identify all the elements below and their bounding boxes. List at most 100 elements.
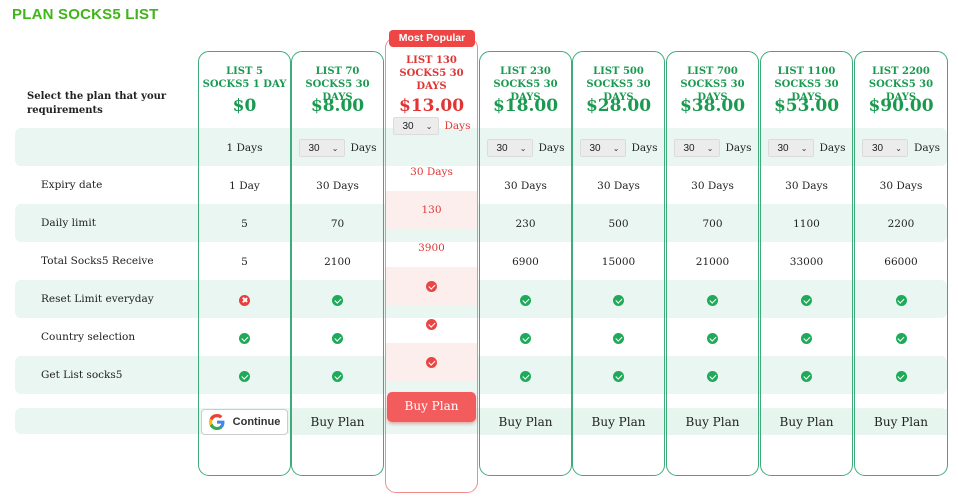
buy-plan-button[interactable]: Buy Plan xyxy=(387,392,476,422)
total-receive-value: 66000 xyxy=(884,256,918,268)
feature-cell xyxy=(761,281,852,319)
feature-cell xyxy=(480,319,571,357)
days-select[interactable]: 30 ⌄ xyxy=(673,139,720,157)
popular-row-bg xyxy=(386,191,477,229)
plan-title: LIST 230 SOCKS5 30 DAYS xyxy=(493,66,558,103)
chevron-down-icon: ⌄ xyxy=(706,143,714,153)
feature-cell xyxy=(855,281,947,319)
days-select-suffix: Days xyxy=(914,142,940,154)
plan-card-5: LIST 500 SOCKS5 30 DAYS $28.00 30 ⌄ Days 30 D… xyxy=(572,51,665,476)
days-selector-row: 30 ⌄ Days xyxy=(292,129,383,167)
feature-cell xyxy=(480,357,571,395)
total-receive-value: 6900 xyxy=(512,256,539,268)
days-select[interactable]: 30 ⌄ xyxy=(392,117,439,135)
feature-cell xyxy=(667,319,758,357)
buy-plan-button[interactable]: Buy Plan xyxy=(667,409,758,435)
row-label-total-receive: Total Socks5 Receive xyxy=(41,255,154,267)
plan-card-2: LIST 70 SOCKS5 30 DAYS $8.00 30 ⌄ Days 30 Day… xyxy=(291,51,384,476)
check-circle-icon xyxy=(332,370,343,382)
days-selector-row: 30 ⌄ Days xyxy=(573,129,664,167)
page-title: PLAN SOCKS5 LIST xyxy=(12,6,159,23)
buy-plan-button[interactable]: Buy Plan xyxy=(761,409,852,435)
plan-card-8: LIST 2200 SOCKS5 30 DAYS $90.00 30 ⌄ Days 30 … xyxy=(854,51,948,476)
google-icon xyxy=(208,414,225,430)
daily-limit-value: 70 xyxy=(330,218,345,230)
days-select-suffix: Days xyxy=(819,142,846,154)
feature-cell xyxy=(667,281,758,319)
days-select-suffix: Days xyxy=(538,142,565,154)
plan-title: LIST 70 SOCKS5 30 DAYS xyxy=(305,66,370,103)
plan-price: $28.00 xyxy=(585,96,652,116)
days-selector-row: 30 ⌄ Days xyxy=(480,129,571,167)
check-circle-icon xyxy=(332,332,343,344)
expiry-value: 30 Days xyxy=(504,180,547,192)
chevron-down-icon: ⌄ xyxy=(425,121,433,131)
check-circle-icon xyxy=(332,294,343,306)
expiry-value: 1 Day xyxy=(229,180,260,192)
plan-price: $0 xyxy=(232,96,257,116)
feature-cell xyxy=(761,357,852,395)
buy-plan-button[interactable]: Buy Plan xyxy=(480,409,571,435)
chevron-down-icon: ⌄ xyxy=(895,143,902,153)
feature-cell xyxy=(573,281,664,319)
plan-title: LIST 2200 SOCKS5 30 DAYS xyxy=(868,66,934,103)
daily-limit-value: 230 xyxy=(515,218,536,230)
days-select[interactable]: 30 ⌄ xyxy=(767,139,814,157)
cross-circle-icon xyxy=(239,294,250,306)
feature-cell xyxy=(292,319,383,357)
feature-cell xyxy=(199,281,290,319)
total-receive-value: 33000 xyxy=(789,256,824,268)
check-circle-icon xyxy=(707,370,718,382)
row-band-daily xyxy=(15,204,947,242)
plan-price: $53.00 xyxy=(773,96,840,116)
days-text: 1 Days xyxy=(226,142,263,154)
expiry-value: 30 Days xyxy=(410,166,453,178)
check-circle-icon xyxy=(426,356,437,368)
plan-card-3: LIST 130 SOCKS5 30 DAYS $13.00 30 ⌄ Days 30 D… xyxy=(385,37,478,493)
plan-prompt: Select the plan that your requirements xyxy=(27,91,167,116)
buy-plan-button[interactable]: Buy Plan xyxy=(855,409,947,435)
plan-title: LIST 130 SOCKS5 30 DAYS xyxy=(399,55,464,92)
check-circle-icon xyxy=(707,332,718,344)
check-circle-icon xyxy=(239,332,250,344)
check-circle-icon xyxy=(801,370,812,382)
feature-cell xyxy=(573,357,664,395)
plan-title: LIST 5 SOCKS5 1 DAY xyxy=(202,66,287,90)
feature-cell xyxy=(292,357,383,395)
days-selector-row: 30 ⌄ Days xyxy=(761,129,852,167)
days-select-value: 30 xyxy=(683,142,695,154)
days-select-value: 30 xyxy=(496,142,508,154)
buy-plan-button[interactable]: Buy Plan xyxy=(292,409,383,435)
expiry-value: 30 Days xyxy=(691,180,734,192)
plan-price: $18.00 xyxy=(492,96,559,116)
feature-cell xyxy=(199,357,290,395)
days-select-value: 30 xyxy=(402,120,414,132)
plan-title: LIST 1100 SOCKS5 30 DAYS xyxy=(774,66,839,103)
buy-plan-button[interactable]: Buy Plan xyxy=(573,409,664,435)
row-label-reset-limit: Reset Limit everyday xyxy=(41,293,154,305)
days-selector-row: 30 ⌄ Days xyxy=(855,129,947,167)
check-circle-icon xyxy=(895,332,907,344)
days-select[interactable]: 30 ⌄ xyxy=(298,139,345,157)
total-receive-value: 21000 xyxy=(695,256,730,268)
check-circle-icon xyxy=(895,370,907,382)
continue-label: Continue xyxy=(232,416,281,428)
days-select-suffix: Days xyxy=(350,142,377,154)
plan-price: $8.00 xyxy=(310,96,365,116)
days-selector-row: 30 ⌄ Days xyxy=(667,129,758,167)
days-select-value: 30 xyxy=(872,142,884,154)
check-circle-icon xyxy=(895,294,907,306)
plan-card-7: LIST 1100 SOCKS5 30 DAYS $53.00 30 ⌄ Days 30 … xyxy=(760,51,853,476)
days-select[interactable]: 30 ⌄ xyxy=(486,139,533,157)
daily-limit-value: 130 xyxy=(421,204,442,216)
days-select[interactable]: 30 ⌄ xyxy=(862,139,908,157)
feature-cell xyxy=(761,319,852,357)
days-selector-row: 30 ⌄ Days xyxy=(386,114,477,138)
chevron-down-icon: ⌄ xyxy=(519,143,527,153)
google-continue-button[interactable]: Continue xyxy=(201,409,288,435)
days-select[interactable]: 30 ⌄ xyxy=(579,139,626,157)
feature-cell xyxy=(386,267,477,305)
total-receive-value: 15000 xyxy=(601,256,636,268)
check-circle-icon xyxy=(426,280,437,292)
days-select-suffix: Days xyxy=(631,142,658,154)
